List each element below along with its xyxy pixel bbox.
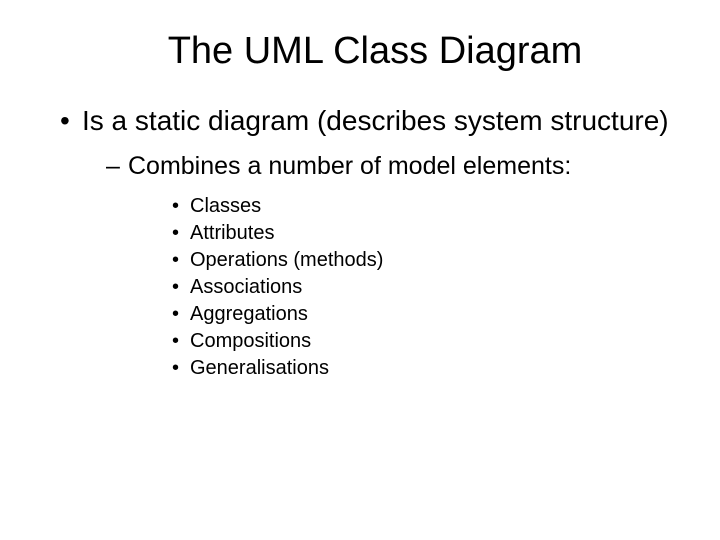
- level2-text: Combines a number of model elements:: [128, 152, 571, 180]
- level3-text: Compositions: [190, 330, 311, 352]
- level3-text: Aggregations: [190, 303, 308, 325]
- level1-text: Is a static diagram (describes system st…: [82, 105, 669, 136]
- level3-text: Operations (methods): [190, 249, 383, 271]
- level2-item: Combines a number of model elements: Cla…: [106, 150, 680, 382]
- bullet-list-level2: Combines a number of model elements: Cla…: [82, 150, 680, 382]
- level3-item: Generalisations: [172, 355, 680, 382]
- level3-item: Operations (methods): [172, 247, 680, 274]
- level3-text: Classes: [190, 195, 261, 217]
- slide-title: The UML Class Diagram: [70, 30, 680, 73]
- level3-item: Associations: [172, 274, 680, 301]
- level3-text: Generalisations: [190, 357, 329, 379]
- level3-item: Aggregations: [172, 301, 680, 328]
- level3-text: Associations: [190, 276, 302, 298]
- level3-item: Classes: [172, 193, 680, 220]
- level3-text: Attributes: [190, 222, 274, 244]
- bullet-list-level3: Classes Attributes Operations (methods) …: [128, 193, 680, 382]
- bullet-list-level1: Is a static diagram (describes system st…: [40, 103, 680, 382]
- level1-item: Is a static diagram (describes system st…: [60, 103, 680, 382]
- level3-item: Attributes: [172, 220, 680, 247]
- level3-item: Compositions: [172, 328, 680, 355]
